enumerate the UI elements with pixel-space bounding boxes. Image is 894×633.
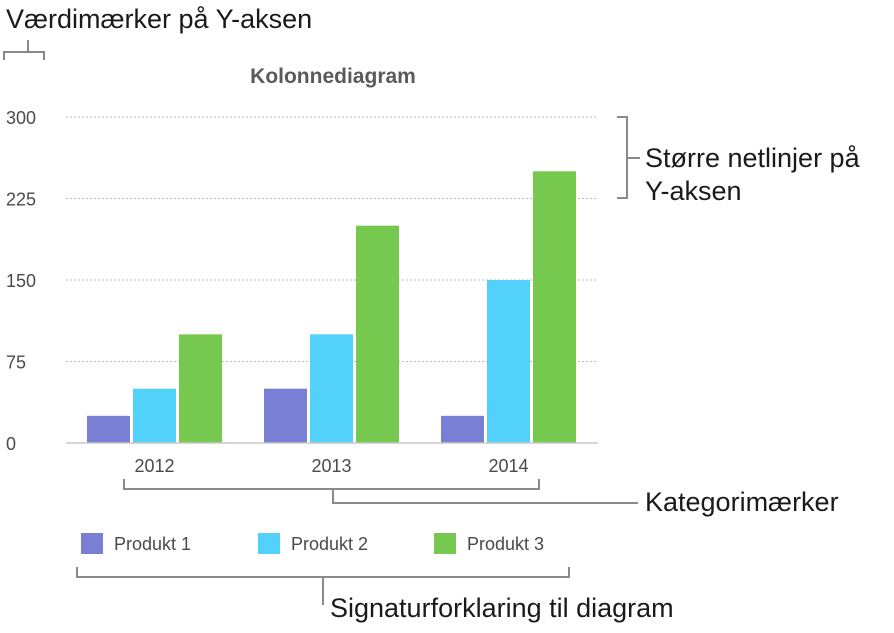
category-marks-callout: Kategorimærker	[123, 479, 839, 517]
bar	[441, 415, 484, 443]
legend-swatch	[81, 533, 103, 554]
legend-bracket	[76, 567, 570, 578]
x-tick-label: 2014	[488, 456, 528, 476]
bar	[487, 280, 530, 443]
bar	[264, 388, 307, 443]
category-marks-bracket	[123, 479, 540, 490]
legend-entry-label: Produkt 2	[291, 534, 368, 554]
bar	[87, 415, 130, 443]
category-marks-label: Kategorimærker	[645, 487, 839, 517]
y-tick-label: 300	[6, 108, 36, 128]
bar	[310, 334, 353, 443]
bar	[356, 225, 399, 443]
major-gridlines-callout: Større netlinjer på Y-aksen	[617, 116, 861, 206]
x-tick-label: 2012	[134, 456, 174, 476]
legend-swatch	[434, 533, 456, 554]
chart-title: Kolonnediagram	[250, 65, 416, 88]
legend-entry-label: Produkt 1	[114, 534, 191, 554]
bar	[133, 388, 176, 443]
bar	[533, 171, 576, 444]
y-tick-label: 75	[6, 353, 26, 373]
category-marks-leader	[332, 489, 638, 504]
y-tick-label: 150	[6, 271, 36, 291]
bar	[179, 334, 222, 443]
x-tick-label: 2013	[311, 456, 351, 476]
legend-swatch	[258, 533, 280, 554]
major-gridlines-label-line2: Y-aksen	[645, 176, 742, 206]
legend-entry-label: Produkt 3	[467, 534, 544, 554]
x-axis-ticks: 2012 2013 2014	[134, 456, 528, 476]
y-value-marks-bracket	[3, 51, 45, 60]
y-axis-ticks: 0 75 150 225 300	[6, 108, 36, 454]
y-tick-label: 225	[6, 190, 36, 210]
y-tick-label: 0	[6, 434, 16, 454]
bars	[87, 171, 576, 444]
y-value-marks-callout: Værdimærker på Y-aksen	[3, 4, 312, 60]
legend-callout: Signaturforklaring til diagram	[76, 567, 674, 623]
chart-legend: Produkt 1 Produkt 2 Produkt 3	[81, 533, 544, 554]
major-gridlines-bracket	[617, 116, 628, 199]
legend-callout-label: Signaturforklaring til diagram	[330, 593, 674, 623]
major-gridlines-label-line1: Større netlinjer på	[645, 143, 861, 173]
y-value-marks-label: Værdimærker på Y-aksen	[6, 4, 312, 34]
